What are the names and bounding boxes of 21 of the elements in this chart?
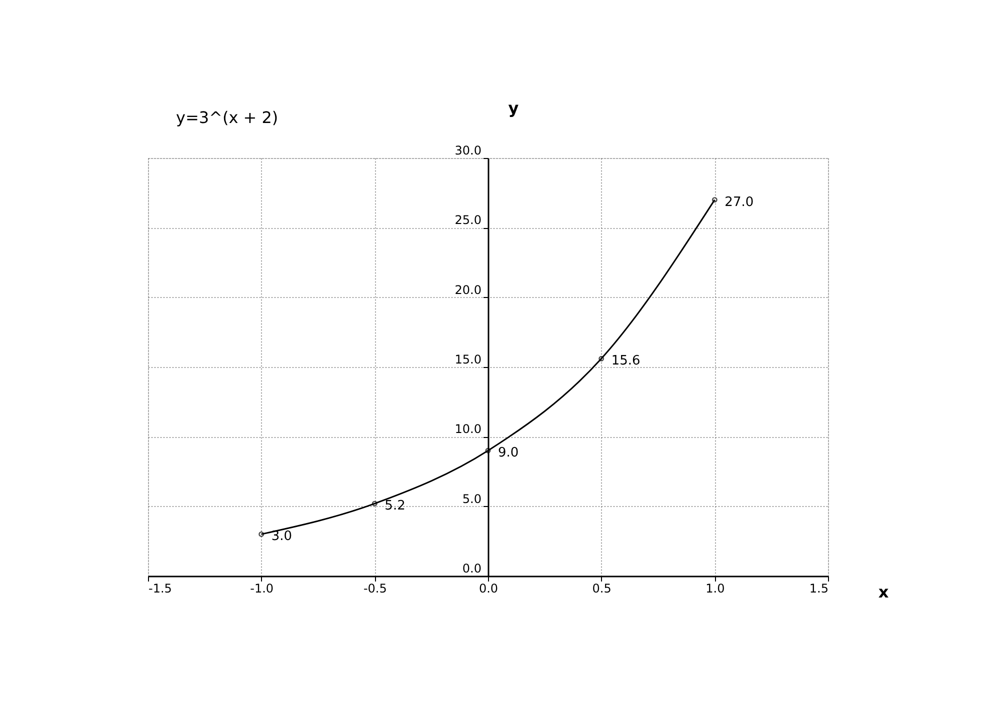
y-tick-label: 30.0 <box>454 144 482 158</box>
x-tick-label: -0.5 <box>363 582 387 596</box>
x-tick-label: 0.5 <box>592 582 612 596</box>
y-tick-label: 25.0 <box>454 213 482 228</box>
data-label: 9.0 <box>498 446 519 461</box>
chart-title: y=3^(x + 2) <box>176 108 278 127</box>
x-tick-label: -1.0 <box>250 582 274 596</box>
x-axis-title: x <box>878 582 890 602</box>
data-label: 27.0 <box>724 194 754 210</box>
y-tick-label: 0.0 <box>462 562 482 576</box>
x-tick-label: 1.0 <box>706 582 725 596</box>
y-tick-label: 20.0 <box>454 282 482 297</box>
y-tick-label: 15.0 <box>454 352 482 366</box>
x-tick-label: 0.0 <box>478 582 498 596</box>
y-axis-title: y <box>508 98 520 118</box>
data-label: 5.2 <box>384 498 406 514</box>
data-label: 15.6 <box>611 354 640 369</box>
x-tick-label: -1.5 <box>148 582 172 596</box>
x-tick-label: 1.5 <box>809 582 828 596</box>
y-tick-label: 10.0 <box>454 422 482 436</box>
y-tick-label: 5.0 <box>462 492 482 506</box>
